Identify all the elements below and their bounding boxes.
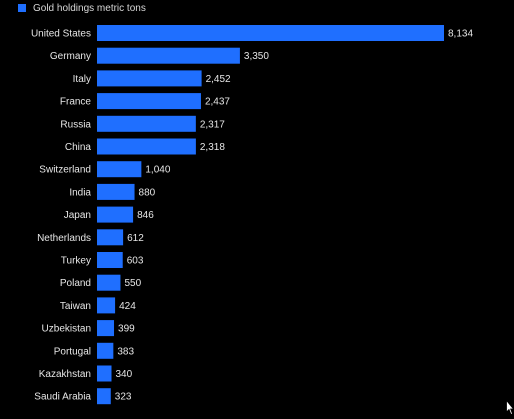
value-label: 550 xyxy=(124,278,141,289)
category-label: Switzerland xyxy=(39,165,91,176)
value-label: 1,040 xyxy=(145,165,170,176)
value-label: 2,318 xyxy=(200,142,225,153)
category-label: Germany xyxy=(50,51,91,62)
category-label: Netherlands xyxy=(37,233,91,244)
value-label: 340 xyxy=(116,369,133,380)
bar xyxy=(97,183,135,200)
bar xyxy=(97,342,114,359)
bar xyxy=(97,70,202,87)
chart-legend: Gold holdings metric tons xyxy=(18,1,146,15)
value-label: 3,350 xyxy=(244,51,269,62)
legend-label: Gold holdings metric tons xyxy=(33,2,146,14)
bar xyxy=(97,206,134,223)
legend-swatch xyxy=(18,4,26,12)
bar xyxy=(97,93,201,110)
bar xyxy=(97,365,112,382)
category-label: Turkey xyxy=(61,256,91,267)
value-label: 383 xyxy=(117,346,134,357)
value-label: 424 xyxy=(119,301,136,312)
value-label: 2,437 xyxy=(205,97,230,108)
value-label: 846 xyxy=(137,210,154,221)
value-label: 399 xyxy=(118,324,135,335)
category-label: Poland xyxy=(60,278,91,289)
bar xyxy=(97,115,196,132)
bar xyxy=(97,161,142,178)
value-label: 2,452 xyxy=(206,74,231,85)
bar xyxy=(97,297,116,314)
category-label: Saudi Arabia xyxy=(34,392,91,403)
value-label: 8,134 xyxy=(448,29,473,40)
bar xyxy=(97,274,121,291)
bar xyxy=(97,252,123,268)
category-label: Taiwan xyxy=(60,301,91,312)
bar xyxy=(97,47,240,64)
value-label: 323 xyxy=(115,392,132,403)
category-label: Uzbekistan xyxy=(42,324,91,335)
value-label: 880 xyxy=(139,187,156,198)
category-label: China xyxy=(65,142,92,153)
category-label: India xyxy=(69,187,91,198)
bar xyxy=(97,25,444,41)
category-label: Kazakhstan xyxy=(39,369,91,380)
value-label: 612 xyxy=(127,233,144,244)
bar xyxy=(97,388,111,405)
category-label: Japan xyxy=(64,210,91,221)
bar xyxy=(97,229,124,246)
category-label: Portugal xyxy=(54,346,91,357)
category-label: Italy xyxy=(73,74,91,85)
bar xyxy=(97,320,115,337)
value-label: 2,317 xyxy=(200,119,225,130)
mouse-cursor-icon xyxy=(506,400,514,416)
category-label: United States xyxy=(31,29,91,40)
value-label: 603 xyxy=(127,256,144,267)
category-label: France xyxy=(60,97,92,108)
bar xyxy=(97,138,196,155)
category-label: Russia xyxy=(60,119,91,130)
